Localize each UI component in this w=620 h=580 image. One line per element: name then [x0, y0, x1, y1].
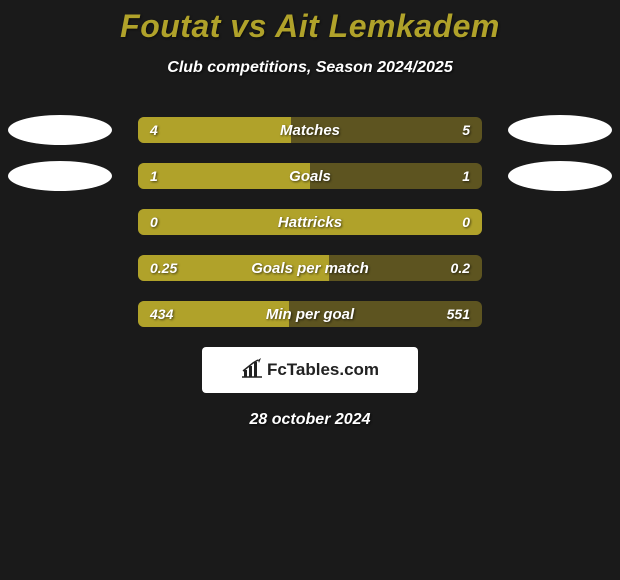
logo-box[interactable]: FcTables.com [202, 347, 418, 393]
stat-bar: 434 551 Min per goal [138, 301, 482, 327]
bar-chart-icon [241, 358, 263, 383]
logo-text: FcTables.com [267, 360, 379, 380]
player-left-marker [8, 161, 112, 191]
stat-label: Matches [280, 122, 340, 139]
player-right-marker [508, 161, 612, 191]
comparison-infographic: Foutat vs Ait Lemkadem Club competitions… [0, 0, 620, 580]
stat-row: 0.25 0.2 Goals per match [0, 255, 620, 281]
stat-bar-fill-left [138, 117, 291, 143]
stat-value-left: 1 [150, 168, 158, 184]
stat-value-right: 0.2 [451, 260, 470, 276]
subtitle: Club competitions, Season 2024/2025 [0, 59, 620, 77]
player-left-marker [8, 115, 112, 145]
stat-value-left: 434 [150, 306, 173, 322]
stat-bar: 4 5 Matches [138, 117, 482, 143]
stat-row: 434 551 Min per goal [0, 301, 620, 327]
stat-label: Goals per match [251, 260, 369, 277]
stat-label: Hattricks [278, 214, 342, 231]
stat-label: Goals [289, 168, 331, 185]
logo-inner: FcTables.com [241, 358, 379, 383]
player-right-marker [508, 115, 612, 145]
stat-label: Min per goal [266, 306, 354, 323]
stats-area: 4 5 Matches 1 1 Goals 0 0 Hattricks 0.25 0.2 Goals … [0, 117, 620, 327]
stat-value-right: 1 [462, 168, 470, 184]
stat-value-right: 0 [462, 214, 470, 230]
stat-value-left: 0.25 [150, 260, 177, 276]
stat-bar: 0.25 0.2 Goals per match [138, 255, 482, 281]
page-title: Foutat vs Ait Lemkadem [0, 0, 620, 45]
stat-bar-fill-left [138, 163, 310, 189]
stat-value-right: 5 [462, 122, 470, 138]
stat-value-left: 4 [150, 122, 158, 138]
stat-row: 1 1 Goals [0, 163, 620, 189]
stat-row: 4 5 Matches [0, 117, 620, 143]
stat-row: 0 0 Hattricks [0, 209, 620, 235]
stat-value-left: 0 [150, 214, 158, 230]
stat-bar: 1 1 Goals [138, 163, 482, 189]
date-line: 28 october 2024 [0, 411, 620, 429]
stat-value-right: 551 [447, 306, 470, 322]
stat-bar: 0 0 Hattricks [138, 209, 482, 235]
